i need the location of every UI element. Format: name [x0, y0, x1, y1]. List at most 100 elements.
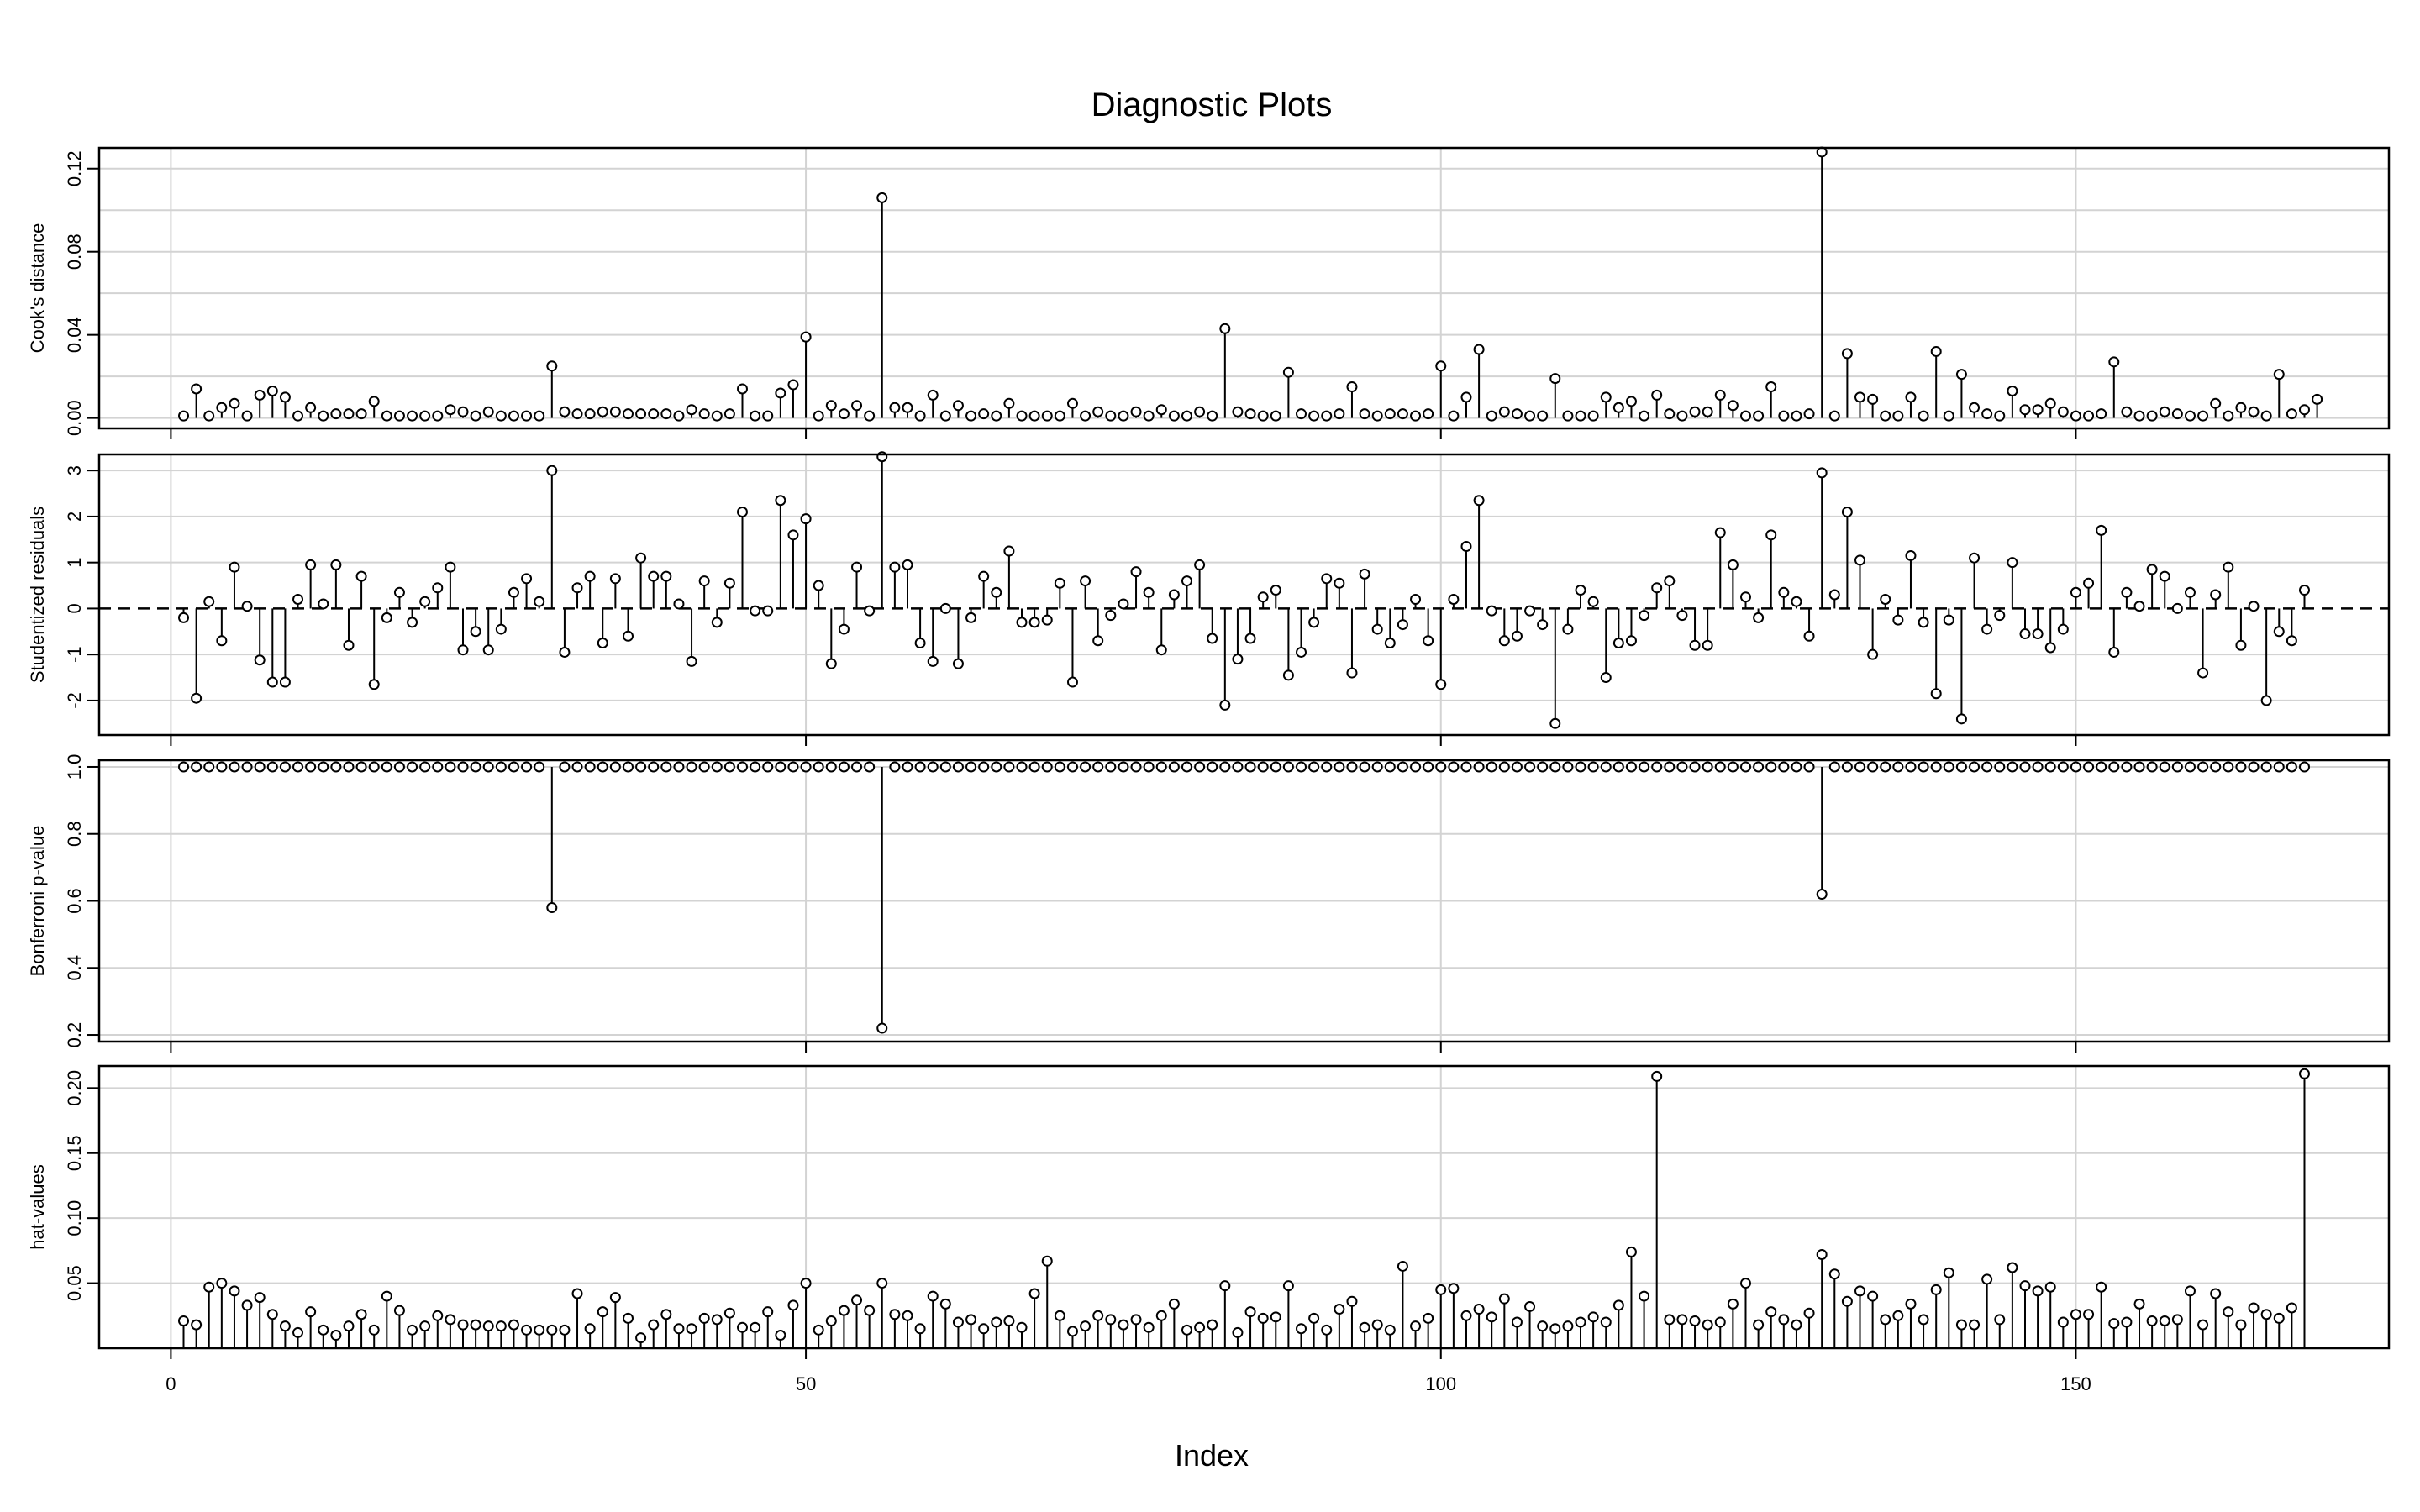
- point-studentized-136: [1892, 614, 1904, 626]
- y-tick-label: 0.10: [64, 1200, 85, 1236]
- point-bonferroni-47: [762, 761, 774, 773]
- point-cooks-149: [2057, 406, 2069, 417]
- point-cooks-70: [1054, 410, 1065, 422]
- point-hat-41: [686, 1323, 697, 1335]
- point-studentized-31: [559, 646, 571, 658]
- point-hat-91: [1321, 1324, 1333, 1336]
- point-bonferroni-141: [1955, 761, 1967, 773]
- point-bonferroni-120: [1689, 761, 1701, 773]
- point-studentized-47: [762, 605, 774, 617]
- point-bonferroni-51: [813, 761, 824, 773]
- point-cooks-11: [305, 402, 317, 413]
- point-cooks-81: [1194, 406, 1206, 417]
- point-bonferroni-38: [648, 761, 660, 773]
- point-bonferroni-79: [1168, 761, 1180, 773]
- point-bonferroni-32: [571, 761, 583, 773]
- x-tick-label: 150: [2060, 1373, 2091, 1394]
- point-cooks-134: [1867, 393, 1879, 405]
- point-bonferroni-88: [1282, 761, 1294, 773]
- point-bonferroni-103: [1473, 761, 1485, 773]
- point-bonferroni-11: [305, 761, 317, 773]
- point-cooks-26: [495, 410, 507, 422]
- point-hat-164: [2248, 1302, 2260, 1314]
- point-bonferroni-83: [1219, 761, 1231, 773]
- point-hat-16: [368, 1324, 380, 1336]
- point-cooks-126: [1765, 381, 1777, 393]
- point-hat-115: [1625, 1246, 1637, 1257]
- point-cooks-155: [2133, 410, 2145, 422]
- point-hat-56: [876, 1278, 888, 1289]
- point-studentized-107: [1524, 605, 1536, 617]
- point-cooks-164: [2248, 406, 2260, 417]
- point-hat-95: [1371, 1319, 1383, 1331]
- point-cooks-8: [266, 385, 278, 396]
- point-cooks-2: [191, 383, 203, 395]
- point-studentized-38: [648, 570, 660, 582]
- point-hat-53: [838, 1305, 850, 1316]
- point-hat-28: [521, 1324, 533, 1336]
- point-bonferroni-20: [419, 761, 431, 773]
- point-hat-27: [508, 1319, 519, 1331]
- point-hat-5: [229, 1285, 240, 1297]
- point-cooks-18: [393, 410, 405, 422]
- point-studentized-144: [1994, 610, 2006, 622]
- point-cooks-72: [1080, 410, 1092, 422]
- point-hat-79: [1168, 1298, 1180, 1310]
- point-cooks-20: [419, 410, 431, 422]
- point-studentized-13: [330, 559, 342, 570]
- point-hat-37: [635, 1332, 647, 1344]
- point-studentized-158: [2171, 602, 2183, 614]
- point-hat-25: [482, 1320, 494, 1332]
- point-cooks-167: [2286, 408, 2297, 420]
- point-cooks-169: [2312, 393, 2323, 405]
- point-hat-109: [1549, 1323, 1561, 1335]
- point-hat-58: [902, 1310, 913, 1321]
- point-studentized-51: [813, 580, 824, 591]
- point-studentized-123: [1727, 559, 1739, 570]
- point-hat-46: [750, 1321, 761, 1333]
- point-hat-38: [648, 1319, 660, 1331]
- point-studentized-39: [660, 570, 672, 582]
- point-hat-54: [851, 1294, 863, 1306]
- point-studentized-84: [1232, 654, 1244, 665]
- point-studentized-5: [229, 561, 240, 573]
- point-studentized-154: [2121, 586, 2133, 598]
- point-hat-146: [2019, 1280, 2031, 1292]
- point-hat-48: [775, 1330, 786, 1341]
- point-hat-167: [2286, 1302, 2297, 1314]
- point-bonferroni-63: [965, 761, 977, 773]
- point-studentized-155: [2133, 601, 2145, 612]
- point-bonferroni-16: [368, 761, 380, 773]
- point-studentized-58: [902, 559, 913, 570]
- point-hat-29: [534, 1324, 545, 1336]
- point-bonferroni-104: [1486, 761, 1497, 773]
- point-bonferroni-111: [1575, 761, 1586, 773]
- point-cooks-140: [1943, 410, 1954, 422]
- point-hat-156: [2146, 1315, 2158, 1326]
- point-hat-64: [978, 1323, 990, 1335]
- point-cooks-99: [1423, 408, 1434, 420]
- point-cooks-75: [1118, 410, 1129, 422]
- point-cooks-64: [978, 408, 990, 420]
- point-studentized-159: [2184, 586, 2196, 598]
- point-cooks-139: [1930, 345, 1942, 357]
- point-hat-13: [330, 1330, 342, 1341]
- point-bonferroni-8: [266, 761, 278, 773]
- point-bonferroni-90: [1308, 761, 1320, 773]
- point-cooks-77: [1143, 410, 1155, 422]
- point-studentized-156: [2146, 564, 2158, 575]
- point-bonferroni-121: [1702, 761, 1713, 773]
- point-cooks-127: [1778, 410, 1790, 422]
- point-studentized-112: [1587, 596, 1599, 607]
- point-cooks-98: [1410, 410, 1422, 422]
- point-bonferroni-112: [1587, 761, 1599, 773]
- point-cooks-19: [407, 410, 418, 422]
- point-bonferroni-85: [1244, 761, 1256, 773]
- panel-frame: [97, 453, 2391, 737]
- point-cooks-80: [1181, 410, 1192, 422]
- point-bonferroni-53: [838, 761, 850, 773]
- point-cooks-58: [902, 402, 913, 413]
- point-cooks-48: [775, 387, 786, 399]
- point-studentized-74: [1105, 610, 1117, 622]
- point-cooks-148: [2044, 397, 2056, 409]
